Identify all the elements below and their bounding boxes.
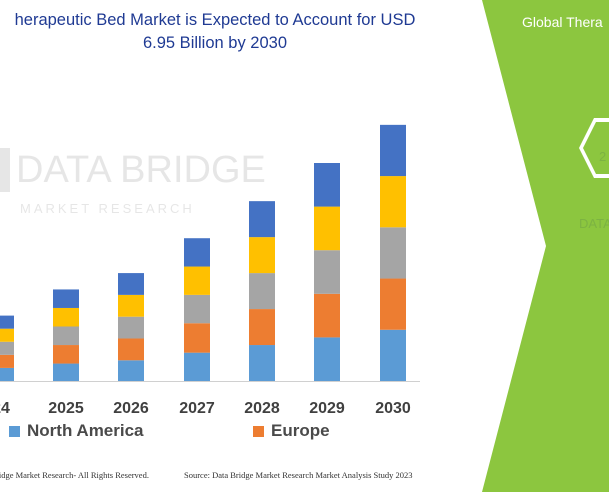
x-tick-label-2030: 2030 [375,400,411,417]
x-tick-label-2026: 2026 [113,400,149,417]
x-tick-label-2029: 2029 [309,400,345,417]
watermark: DATA BRIDGE MARKET RESEARCH [0,148,266,216]
footer-source: Source: Data Bridge Market Research Mark… [184,470,413,480]
bar-segment-2030-series-1 [380,329,406,381]
bar-segment-2029-series-4 [314,206,340,251]
bar-segment-2028-series-5 [249,201,275,238]
bar-segment-2027-series-1 [184,352,210,381]
legend-label-europe: Europe [271,421,330,440]
bar-segment-2029-series-5 [314,163,340,207]
bar-segment-2028-series-4 [249,237,275,274]
side-panel-title: Global Thera [522,14,603,30]
watermark-line1: DATA BRIDGE [16,149,266,191]
bar-segment-2030-series-4 [380,176,406,228]
bar-segment-2026-series-2 [118,338,144,361]
bar-segment-24-series-1 [0,367,14,381]
hexagon-badge-icon [579,118,609,178]
bar-segment-2030-series-3 [380,227,406,279]
x-tick-labels: 24 2025 2026 2027 2028 2029 2030 [0,400,411,417]
bar-segment-2027-series-3 [184,294,210,324]
bar-segment-2027-series-2 [184,323,210,353]
bar-segment-2025-series-5 [53,289,79,308]
bar-segment-24-series-5 [0,315,14,329]
bar-segment-2029-series-1 [314,337,340,381]
bar-segment-2030-series-5 [380,124,406,177]
bar-segment-24-series-4 [0,328,14,342]
chart-title-line1: herapeutic Bed Market is Expected to Acc… [14,11,416,29]
bar-segment-2030-series-2 [380,278,406,330]
legend-label-north-america: North America [27,421,144,440]
legend-item-north-america: North America [9,421,144,441]
watermark-logo [0,148,10,192]
bar-segment-2026-series-1 [118,360,144,381]
bars-group [0,124,406,381]
bar-segment-2029-series-2 [314,293,340,338]
side-panel-brand: DATA [579,216,609,231]
legend-swatch-north-america [9,425,20,437]
side-panel-background [482,0,609,492]
x-tick-label-2027: 2027 [179,400,215,417]
bar-segment-2029-series-3 [314,250,340,294]
chart-title-line2: 6.95 Billion by 2030 [142,34,288,52]
x-tick-label-2028: 2028 [244,400,280,417]
watermark-line2: MARKET RESEARCH [20,201,195,216]
x-tick-label-24: 24 [0,400,10,417]
bar-segment-2028-series-1 [249,345,275,381]
legend-swatch-europe [253,425,264,437]
bar-segment-2027-series-4 [184,266,210,295]
bar-segment-2025-series-1 [53,363,79,381]
bar-segment-2025-series-3 [53,326,79,346]
side-panel [482,0,609,492]
bar-segment-2027-series-5 [184,238,210,267]
bar-segment-2025-series-4 [53,307,79,327]
bar-segment-2026-series-3 [118,316,144,339]
bar-segment-24-series-2 [0,354,14,368]
bar-segment-2025-series-2 [53,345,79,364]
bar-segment-2028-series-3 [249,273,275,310]
bar-segment-2026-series-5 [118,273,144,295]
bar-segment-24-series-3 [0,341,14,355]
bar-segment-2028-series-2 [249,309,275,346]
bar-segment-2026-series-4 [118,294,144,317]
x-tick-label-2025: 2025 [48,400,84,417]
legend-item-europe: Europe [253,421,330,441]
side-panel-number: 2 [599,149,607,164]
footer-copyright: ridge Market Research- All Rights Reserv… [0,470,149,480]
